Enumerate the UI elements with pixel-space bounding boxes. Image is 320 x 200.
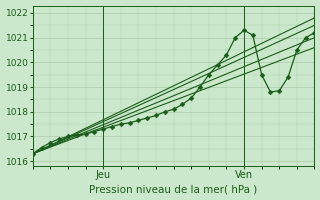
- X-axis label: Pression niveau de la mer( hPa ): Pression niveau de la mer( hPa ): [90, 184, 258, 194]
